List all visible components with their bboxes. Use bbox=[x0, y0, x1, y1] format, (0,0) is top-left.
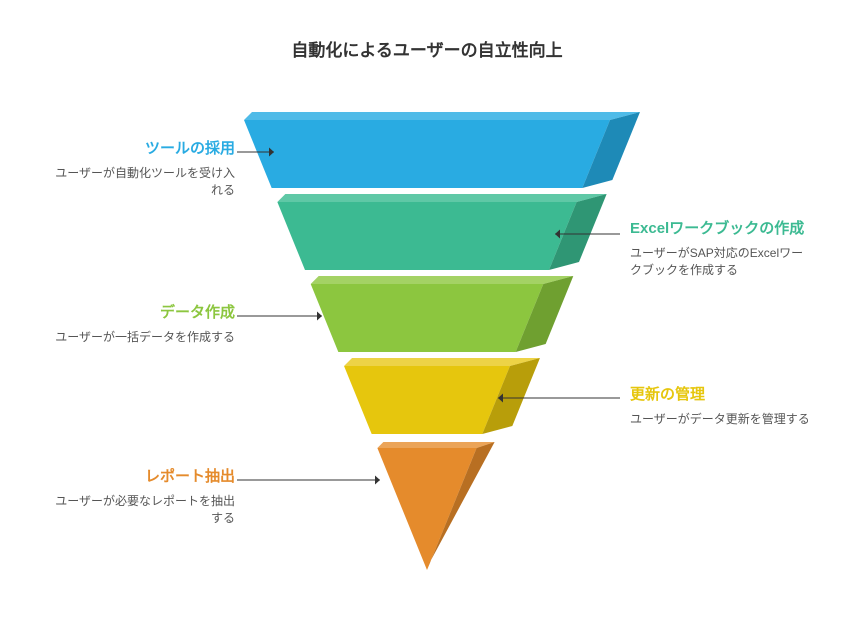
layer5-label: レポート抽出ユーザーが必要なレポートを抽出する bbox=[55, 468, 235, 528]
layer2-label-title: Excelワークブックの作成 bbox=[630, 220, 810, 239]
layer5-top bbox=[377, 442, 494, 448]
layer4-top bbox=[344, 358, 540, 366]
layer1-label-desc: ユーザーが自動化ツールを受け入れる bbox=[55, 165, 235, 200]
layer5-face bbox=[377, 448, 476, 570]
layer3-face bbox=[311, 284, 544, 352]
layer5-label-desc: ユーザーが必要なレポートを抽出する bbox=[55, 493, 235, 528]
layer3-label-desc: ユーザーが一括データを作成する bbox=[55, 329, 235, 346]
layer1-face bbox=[244, 120, 610, 188]
layer3-label-title: データ作成 bbox=[55, 304, 235, 323]
layer3-arrow bbox=[317, 312, 322, 321]
layer4-face bbox=[344, 366, 510, 434]
diagram-stage: 自動化によるユーザーの自立性向上 ツールの採用ユーザーが自動化ツールを受け入れる… bbox=[0, 0, 854, 626]
layer5-arrow bbox=[375, 476, 380, 485]
layer4-label-title: 更新の管理 bbox=[630, 386, 810, 405]
layer2-face bbox=[277, 202, 576, 270]
layer1-label: ツールの採用ユーザーが自動化ツールを受け入れる bbox=[55, 140, 235, 200]
layer3-top bbox=[311, 276, 574, 284]
layer4-label-desc: ユーザーがデータ更新を管理する bbox=[630, 411, 810, 428]
layer2-label-desc: ユーザーがSAP対応のExcelワークブックを作成する bbox=[630, 245, 810, 280]
layer2-label: Excelワークブックの作成ユーザーがSAP対応のExcelワークブックを作成す… bbox=[630, 220, 810, 280]
layer1-top bbox=[244, 112, 640, 120]
layer5-label-title: レポート抽出 bbox=[55, 468, 235, 487]
layer4-label: 更新の管理ユーザーがデータ更新を管理する bbox=[630, 386, 810, 428]
layer2-top bbox=[277, 194, 606, 202]
layer1-label-title: ツールの採用 bbox=[55, 140, 235, 159]
layer3-label: データ作成ユーザーが一括データを作成する bbox=[55, 304, 235, 346]
